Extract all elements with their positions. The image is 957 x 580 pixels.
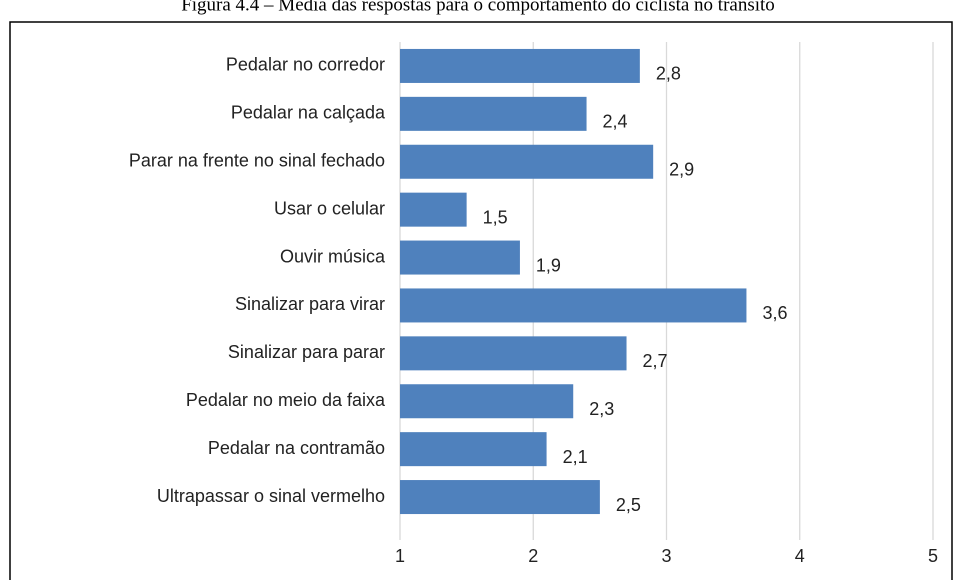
value-label: 2,8 [656,64,681,84]
bar [400,144,654,179]
value-label: 2,4 [603,112,628,132]
x-tick-label: 2 [528,546,538,566]
chart-title: Figura 4.4 – Média das respostas para o … [181,0,775,15]
value-label: 2,7 [643,351,668,371]
bar [400,480,600,515]
category-label: Ouvir música [280,246,386,266]
x-tick-label: 1 [395,546,405,566]
bar [400,384,574,419]
category-label: Sinalizar para virar [235,294,385,314]
category-label: Sinalizar para parar [228,342,385,362]
bar [400,432,547,467]
bar [400,192,467,227]
bar [400,48,640,83]
category-label: Pedalar no corredor [226,55,385,75]
bar [400,240,520,275]
value-label: 2,5 [616,495,641,515]
value-label: 2,1 [563,447,588,467]
value-label: 1,5 [483,207,508,227]
category-label: Ultrapassar o sinal vermelho [157,486,385,506]
category-label: Pedalar no meio da faixa [186,390,386,410]
value-label: 3,6 [762,303,787,323]
value-label: 2,3 [589,399,614,419]
x-tick-label: 4 [795,546,805,566]
bar [400,96,587,131]
category-label: Parar na frente no sinal fechado [129,151,385,171]
category-label: Usar o celular [274,198,385,218]
bar [400,288,747,323]
value-label: 1,9 [536,255,561,275]
category-label: Pedalar na calçada [231,103,386,123]
x-tick-label: 3 [661,546,671,566]
category-label: Pedalar na contramão [208,438,385,458]
value-label: 2,9 [669,160,694,180]
x-tick-label: 5 [928,546,938,566]
bar [400,336,627,371]
